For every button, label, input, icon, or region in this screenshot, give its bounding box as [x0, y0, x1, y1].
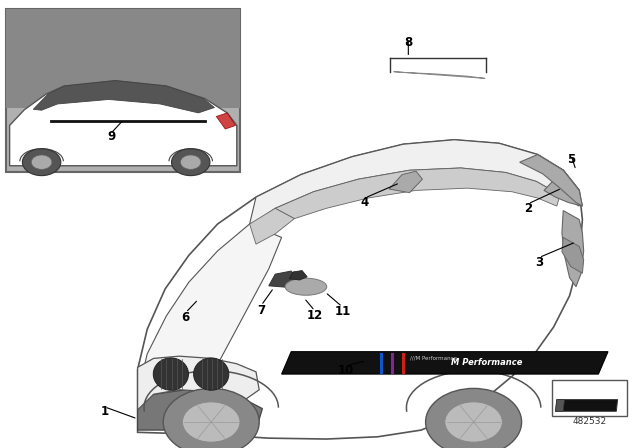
Text: 7: 7 [257, 303, 265, 317]
Text: ///M Performance: ///M Performance [410, 356, 456, 361]
Circle shape [182, 402, 240, 442]
Polygon shape [389, 171, 422, 193]
Polygon shape [289, 271, 307, 280]
Text: 6: 6 [182, 310, 189, 324]
Circle shape [172, 149, 210, 176]
Bar [6, 9, 240, 108]
Polygon shape [138, 224, 282, 403]
Text: 3: 3 [535, 255, 543, 269]
Ellipse shape [285, 278, 326, 295]
Polygon shape [562, 237, 584, 273]
Circle shape [180, 155, 201, 169]
Text: 1: 1 [100, 405, 108, 418]
Text: 11: 11 [334, 305, 351, 318]
Bar [6, 9, 240, 172]
Polygon shape [250, 208, 294, 244]
Polygon shape [138, 140, 582, 439]
Text: 8: 8 [404, 36, 412, 49]
Polygon shape [520, 155, 582, 206]
Text: 482532: 482532 [572, 417, 607, 426]
Polygon shape [138, 356, 259, 410]
Polygon shape [33, 81, 214, 113]
Text: 2: 2 [524, 202, 532, 215]
Text: M Performance: M Performance [451, 358, 522, 367]
Text: 10: 10 [337, 364, 354, 377]
Polygon shape [138, 390, 262, 430]
Polygon shape [556, 400, 618, 411]
Polygon shape [269, 271, 298, 288]
Text: 9: 9 [108, 130, 116, 143]
Polygon shape [10, 81, 237, 166]
Polygon shape [544, 170, 582, 206]
Polygon shape [556, 400, 564, 411]
Polygon shape [394, 72, 485, 78]
Circle shape [22, 149, 61, 176]
Text: 5: 5 [567, 152, 575, 166]
Bar [552, 380, 627, 416]
Ellipse shape [154, 358, 188, 390]
Text: 4: 4 [361, 196, 369, 209]
Polygon shape [216, 113, 236, 129]
Polygon shape [275, 168, 560, 219]
Polygon shape [562, 211, 584, 287]
Circle shape [31, 155, 52, 169]
Polygon shape [282, 352, 608, 374]
Circle shape [163, 388, 259, 448]
Ellipse shape [194, 358, 229, 390]
Polygon shape [250, 140, 579, 224]
Text: 12: 12 [307, 309, 323, 322]
Circle shape [445, 402, 502, 442]
Circle shape [426, 388, 522, 448]
